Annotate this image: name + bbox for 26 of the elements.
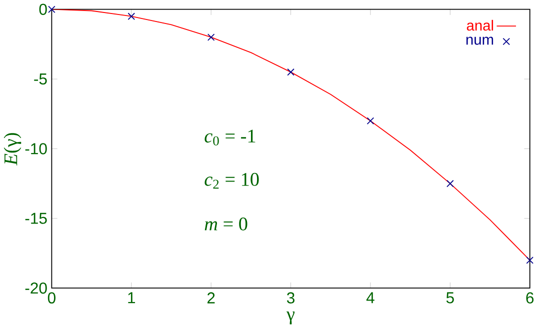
x-tick-label: 4 — [366, 292, 374, 304]
x-axis-title: γ — [286, 311, 295, 324]
x-tick-label: 1 — [128, 292, 136, 304]
annotation: c$_{0}$ = -1 — [204, 130, 256, 146]
point — [287, 68, 294, 76]
point — [446, 180, 454, 188]
legend-label: anal — [466, 20, 494, 31]
y-tick-label: -20 — [25, 282, 47, 294]
x-tick-label: 5 — [446, 292, 454, 304]
annotation: c$_{2}$ = 10 — [204, 172, 259, 189]
y-tick-label: -15 — [25, 212, 47, 224]
point — [366, 117, 374, 124]
point — [128, 12, 136, 20]
point — [48, 6, 56, 13]
annotation: m = 0 — [204, 217, 248, 230]
point — [526, 256, 534, 264]
x-tick-label: 6 — [526, 292, 534, 304]
x-tick-label: 3 — [286, 292, 294, 304]
legend-label: num — [466, 36, 494, 45]
x-tick-label: 0 — [48, 292, 56, 304]
y-tick-label: -5 — [34, 73, 47, 84]
y-axis-title: E(γ) — [4, 133, 22, 166]
y-tick-label: -10 — [25, 143, 47, 154]
y-tick-label: 0 — [39, 4, 47, 15]
point — [207, 34, 215, 41]
x-tick-label: 2 — [207, 292, 215, 304]
